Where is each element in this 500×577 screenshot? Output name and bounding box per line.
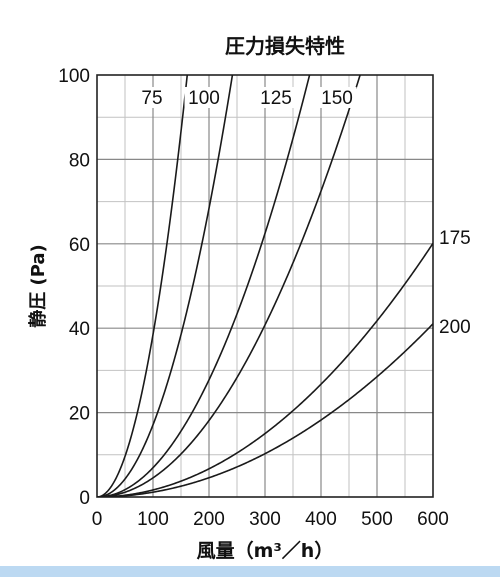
chart-title: 圧力損失特性 [225,34,345,58]
y-tick-label: 100 [58,66,90,87]
x-tick-label: 200 [193,509,225,530]
series-label-100: 100 [188,88,220,109]
series-label-bg [184,87,224,108]
series-label-bg [317,87,357,108]
series-label-175: 175 [439,228,471,249]
series-label-125: 125 [260,88,292,109]
x-tick-label: 300 [249,509,281,530]
y-tick-label: 40 [69,319,90,340]
series-label-75: 75 [141,88,162,109]
series-label-bg [138,87,166,108]
series-line-150 [97,75,361,497]
series-line-100 [97,75,234,497]
series-label-150: 150 [321,88,353,109]
x-tick-label: 400 [305,509,337,530]
series-line-125 [97,75,311,497]
x-tick-label: 100 [137,509,169,530]
series-line-200 [97,323,433,497]
y-axis-title: 静圧 (Pa) [27,244,49,328]
bottom-bar [0,566,500,577]
series-line-175 [97,242,433,497]
y-tick-label: 0 [79,488,90,509]
x-tick-label: 500 [361,509,393,530]
y-tick-label: 60 [69,235,90,256]
y-tick-label: 80 [69,150,90,171]
series-label-200: 200 [439,317,471,338]
x-tick-label: 600 [417,509,449,530]
x-tick-label: 0 [92,509,103,530]
plot-frame [96,74,434,498]
x-axis-title: 風量（m³／h） [197,539,334,562]
series-label-bg [256,87,296,108]
y-tick-label: 20 [69,404,90,425]
series-line-75 [97,75,189,497]
